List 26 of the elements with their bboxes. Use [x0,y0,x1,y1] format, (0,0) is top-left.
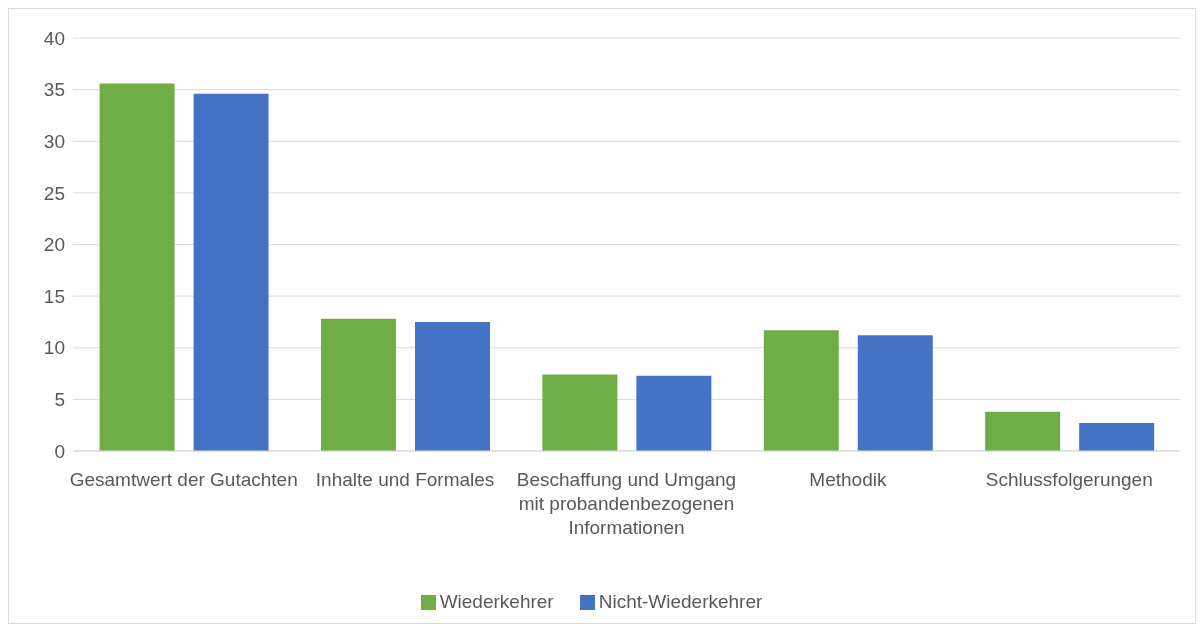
bar [1079,423,1155,451]
legend-label: Nicht-Wiederkehrer [598,591,763,612]
bar [542,374,618,451]
bar [636,375,712,451]
y-tick-label: 40 [43,27,65,49]
bar [857,335,933,451]
y-tick-label: 5 [54,389,65,411]
bar [193,93,269,451]
bar [99,83,175,451]
y-tick-label: 10 [43,337,65,359]
bar [763,330,839,451]
y-tick-label: 25 [43,182,65,204]
bar [985,411,1061,451]
x-tick-label: Inhalte und Formales [315,469,495,491]
y-tick-label: 20 [43,234,65,256]
y-tick-label: 0 [54,440,65,462]
x-tick-label: Gesamtwert der Gutachten [69,469,298,491]
bar [414,321,490,451]
bar [320,318,396,451]
x-tick-label: Methodik [809,469,887,491]
legend-label: Wiederkehrer [439,591,554,612]
x-tick-label: Beschaffung und Umgang mit probandenbezogenen Informationen [516,469,737,539]
y-tick-label: 30 [43,130,65,152]
y-tick-label: 15 [43,285,65,307]
y-tick-label: 35 [43,79,65,101]
x-tick-label: Schlussfolgerungen [985,469,1153,491]
